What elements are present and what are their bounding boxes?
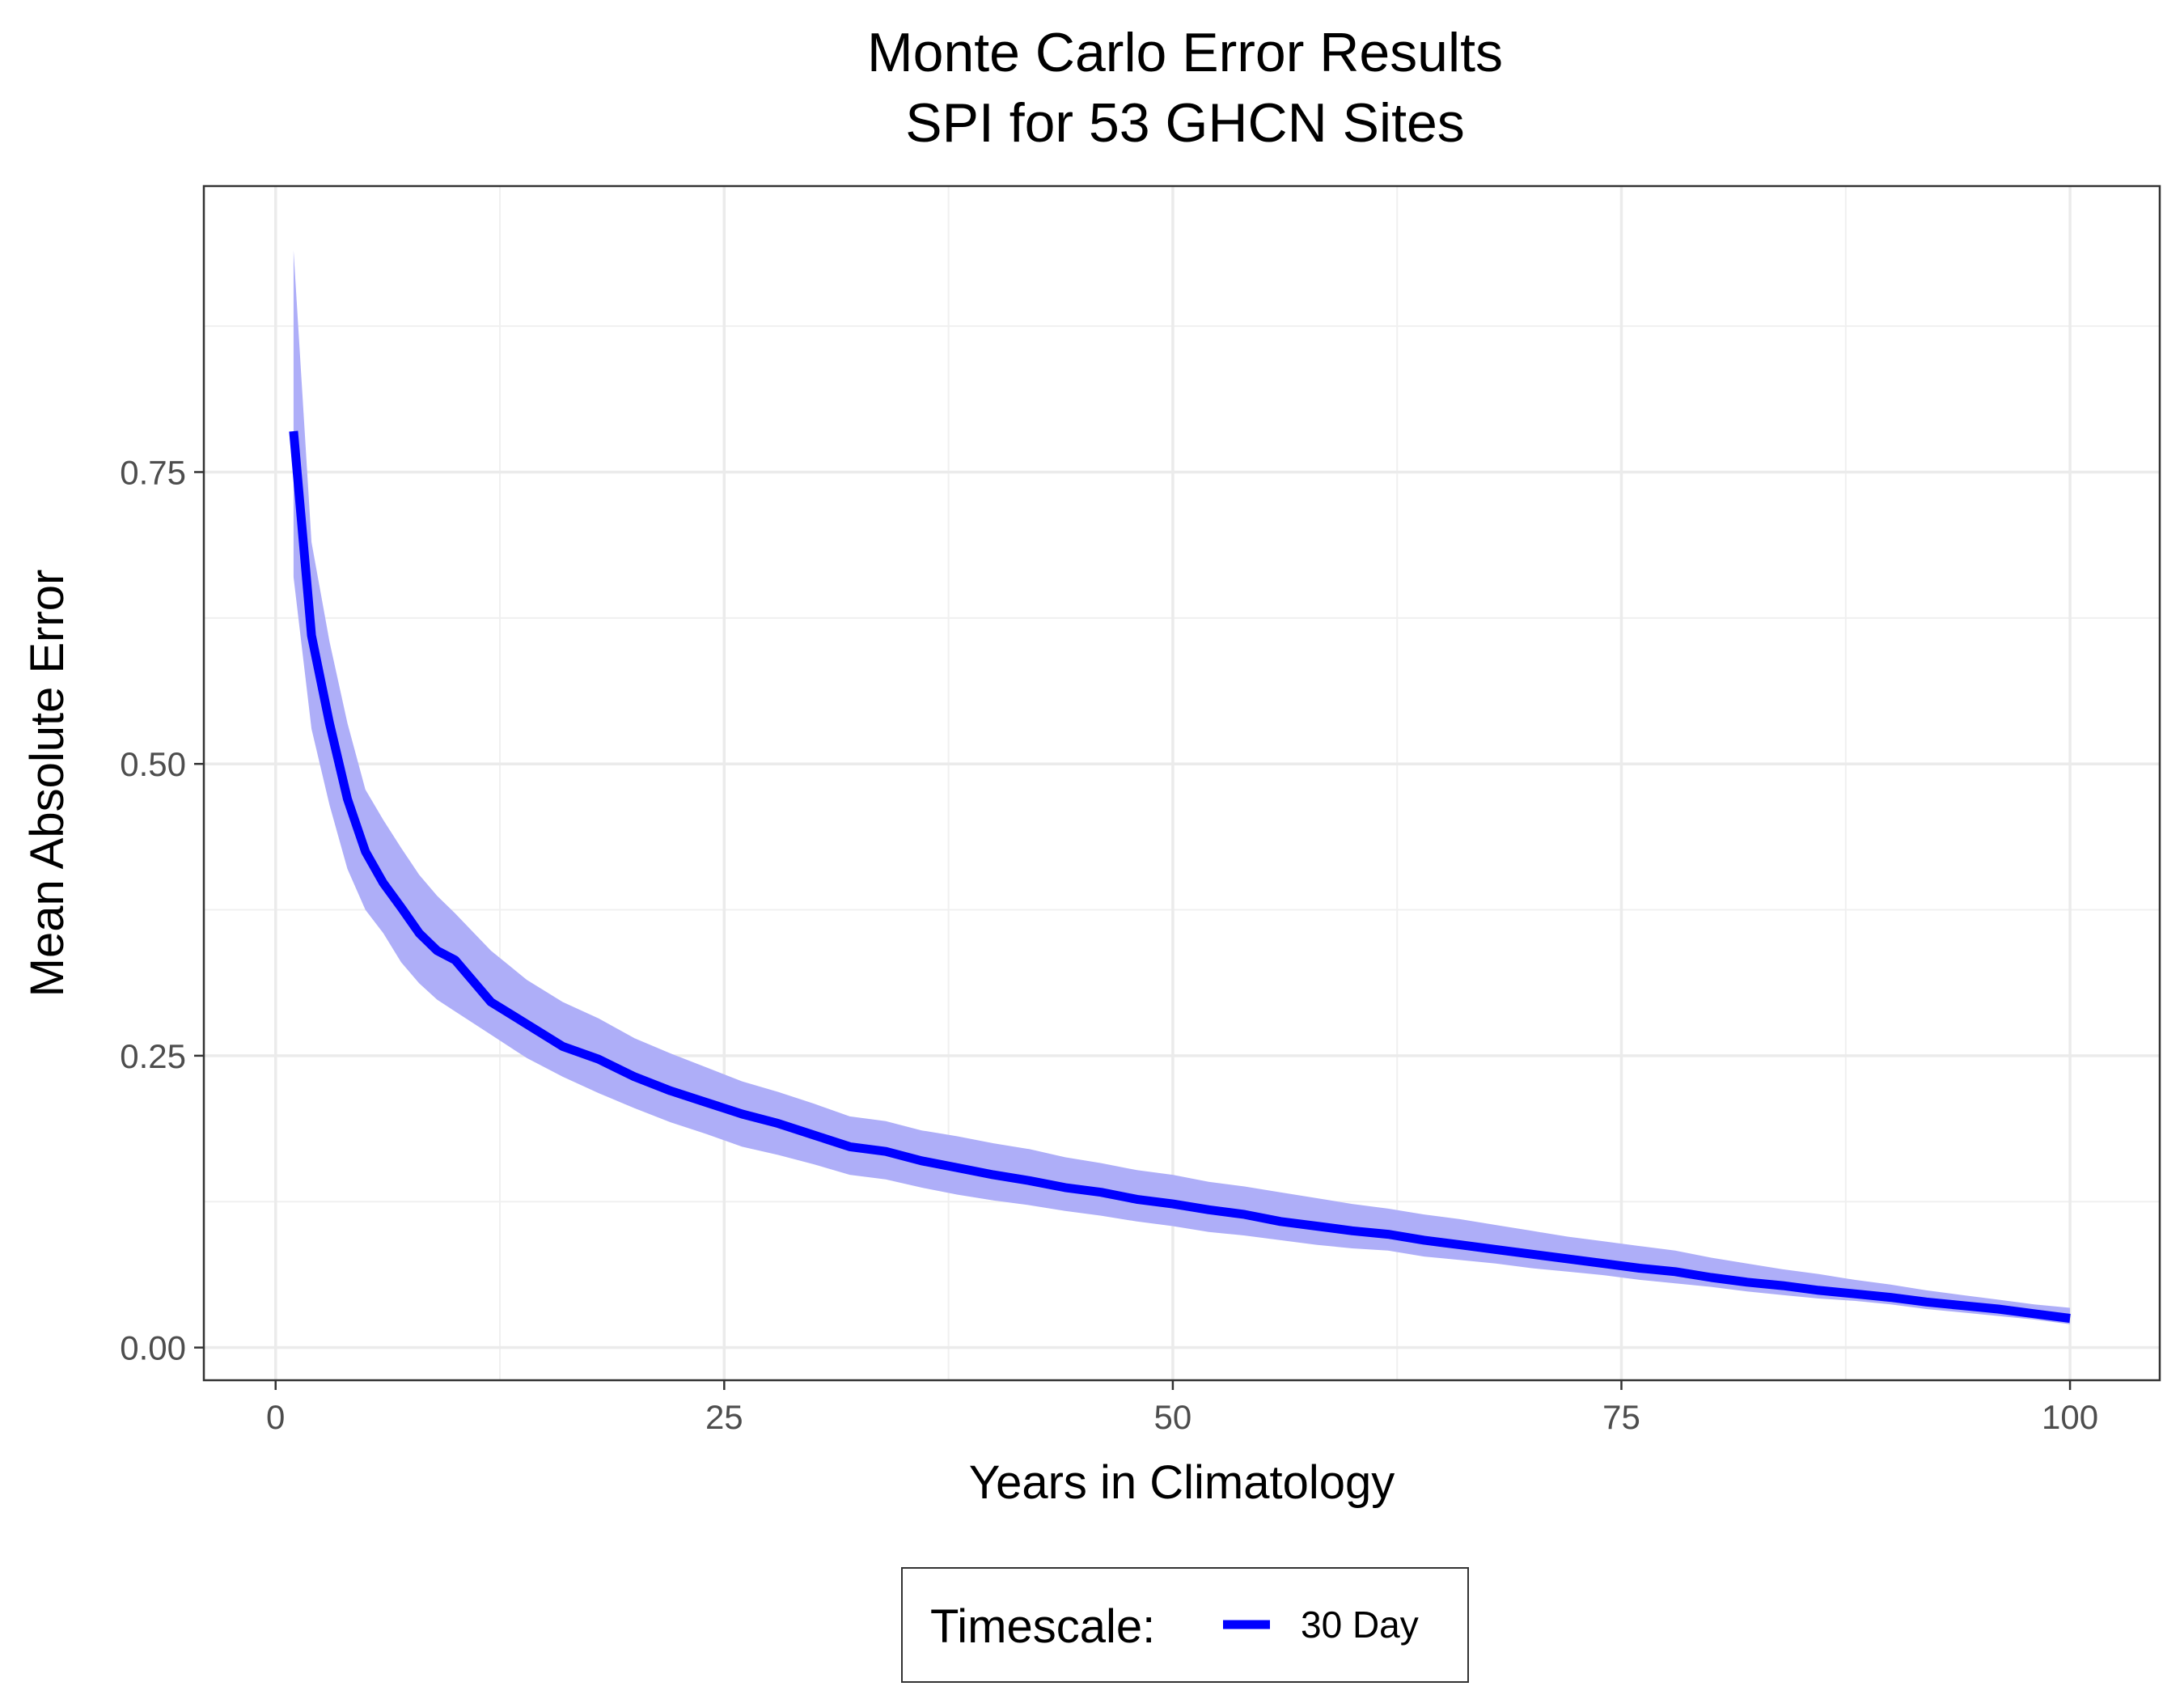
y-tick-label: 0.00 [120, 1329, 186, 1367]
chart-subtitle: SPI for 53 GHCN Sites [905, 92, 1465, 154]
y-axis-title: Mean Absolute Error [21, 570, 74, 998]
chart-title: Monte Carlo Error Results [867, 22, 1503, 83]
y-tick-label: 0.25 [120, 1037, 186, 1075]
y-tick-label: 0.50 [120, 745, 186, 783]
x-tick-label: 25 [705, 1398, 743, 1436]
legend-items: 30 Day [1223, 1604, 1419, 1646]
x-axis: 0 25 50 75 100 [266, 1380, 2098, 1436]
x-tick-label: 75 [1602, 1398, 1640, 1436]
x-tick-label: 100 [2042, 1398, 2098, 1436]
minor-gridlines [204, 186, 2160, 1380]
y-axis: 0.00 0.25 0.50 0.75 [120, 453, 204, 1367]
x-axis-title: Years in Climatology [969, 1456, 1395, 1509]
x-tick-label: 0 [266, 1398, 285, 1436]
x-tick-label: 50 [1154, 1398, 1192, 1436]
legend-box [901, 1567, 1469, 1683]
legend: Timescale: 30 Day [901, 1567, 1469, 1683]
plot-border [202, 184, 2161, 1382]
series-line [289, 430, 2071, 1323]
legend-label: 30 Day [1301, 1604, 1419, 1646]
legend-title: Timescale: [930, 1600, 1155, 1653]
series-lines [289, 430, 2071, 1323]
y-tick-label: 0.75 [120, 453, 186, 491]
